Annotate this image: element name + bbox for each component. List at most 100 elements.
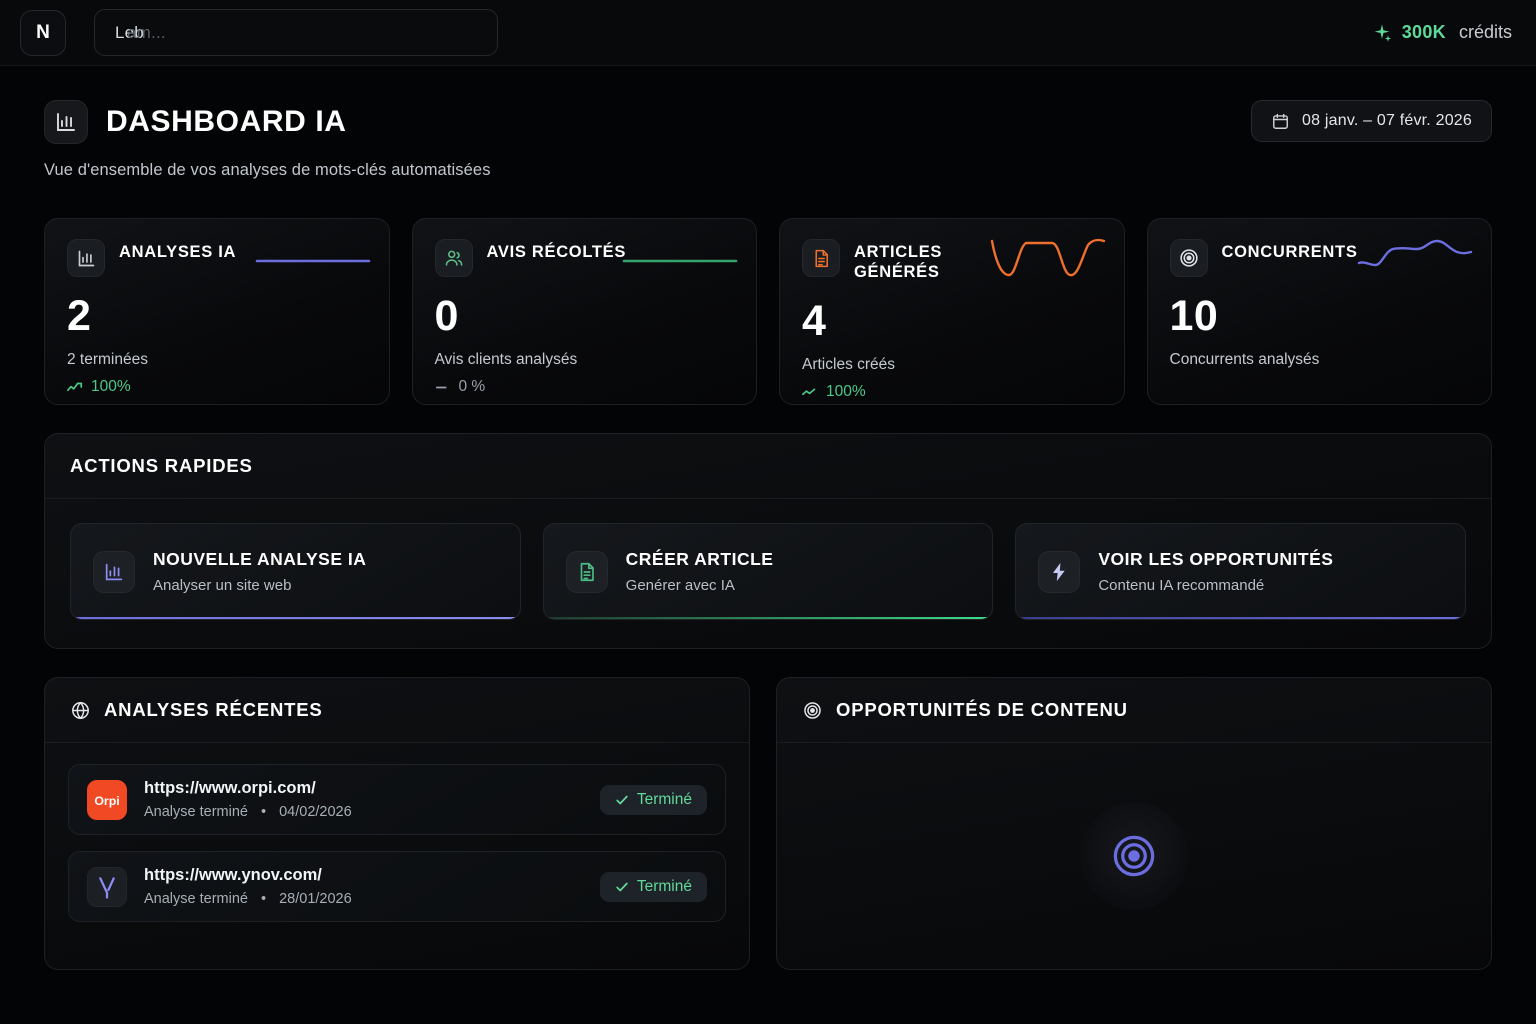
check-icon xyxy=(616,795,628,804)
credits-indicator[interactable]: 300K crédits xyxy=(1371,22,1512,44)
lightning-icon xyxy=(1053,562,1066,581)
action-nouvelle-analyse-ia[interactable]: NOUVELLE ANALYSE IA Analyser un site web xyxy=(70,523,521,620)
action-title: VOIR LES OPPORTUNITÉS xyxy=(1098,549,1334,569)
stat-icon-box xyxy=(434,239,473,277)
date-range-picker[interactable]: 08 janv. – 07 févr. 2026 xyxy=(1251,100,1492,142)
target-icon xyxy=(1113,835,1155,877)
svg-text:Orpi: Orpi xyxy=(94,793,119,807)
stat-icon-box xyxy=(67,239,105,277)
recent-analyses-title: ANALYSES RÉCENTES xyxy=(104,699,323,720)
stat-description: 2 terminées xyxy=(67,351,148,368)
action-subtitle: Genérer avec IA xyxy=(625,577,735,594)
page-title-icon-box xyxy=(44,100,88,144)
stat-label: AVIS RÉCOLTÉS xyxy=(486,243,627,261)
recent-analyses-header: ANALYSES RÉCENTES xyxy=(45,678,749,743)
site-meta: Analyse terminé • 04/02/2026 xyxy=(144,804,352,820)
opportunities-title: OPPORTUNITÉS DE CONTENU xyxy=(836,699,1128,720)
stat-description: Articles créés xyxy=(802,356,896,374)
trend-up-icon xyxy=(802,388,816,395)
stat-label: ARTICLES GÉNÉRÉS xyxy=(854,243,943,282)
sparkle-icon xyxy=(1374,23,1391,42)
list-item[interactable]: https://www.ynov.com/ Analyse terminé • … xyxy=(68,851,726,922)
site-status: Analyse terminé xyxy=(144,891,248,907)
document-icon xyxy=(814,249,828,267)
stat-description: Concurrents analysés xyxy=(1169,351,1320,368)
top-bar: N Leb am... 300K crédits xyxy=(0,0,1536,66)
bottom-panels: ANALYSES RÉCENTES Orpi https://www.orpi.… xyxy=(44,677,1492,970)
trend-up-icon xyxy=(67,382,83,391)
empty-state-circle xyxy=(1080,802,1188,910)
quick-actions-body: NOUVELLE ANALYSE IA Analyser un site web… xyxy=(45,499,1491,648)
sparkline-chart xyxy=(622,259,738,263)
page-header: DASHBOARD IA Vue d'ensemble de vos analy… xyxy=(44,100,1492,180)
site-url: https://www.orpi.com/ xyxy=(144,779,316,797)
action-accent-bar xyxy=(543,617,993,619)
bar-chart-icon xyxy=(105,563,123,580)
omnibox-value: Leb xyxy=(115,22,144,42)
action-subtitle: Analyser un site web xyxy=(153,577,292,594)
action-icon-box xyxy=(565,550,608,593)
action-accent-bar xyxy=(71,617,520,619)
list-item[interactable]: Orpi https://www.orpi.com/ Analyse termi… xyxy=(68,764,726,835)
stat-card-concurrents[interactable]: CONCURRENTS 10 Concurrents analysés xyxy=(1146,218,1492,405)
meta-separator: • xyxy=(261,891,267,907)
site-meta: Analyse terminé • 28/01/2026 xyxy=(144,891,352,907)
calendar-icon xyxy=(1273,113,1288,129)
globe-icon xyxy=(72,701,89,719)
status-badge: Terminé xyxy=(599,871,707,902)
bar-chart-icon xyxy=(78,250,94,266)
omnibox-input[interactable]: Leb am... xyxy=(94,9,498,56)
credits-amount: 300K xyxy=(1401,22,1446,42)
page-title: DASHBOARD IA xyxy=(106,105,347,138)
action-icon-box xyxy=(93,550,135,593)
quick-actions-header: ACTIONS RAPIDES xyxy=(45,434,1491,499)
stat-label: ANALYSES IA xyxy=(119,243,237,261)
stat-value: 4 xyxy=(802,297,827,346)
site-status: Analyse terminé xyxy=(144,804,248,820)
action-subtitle: Contenu IA recommandé xyxy=(1098,577,1265,594)
orpi-logo: Orpi xyxy=(87,779,127,820)
check-icon xyxy=(616,882,628,891)
stat-cards: ANALYSES IA 2 2 terminées 100% xyxy=(44,218,1492,405)
stat-icon-box xyxy=(1169,239,1208,277)
action-icon-box xyxy=(1038,550,1081,593)
stat-trend: 0 % xyxy=(435,378,735,396)
quick-actions-title: ACTIONS RAPIDES xyxy=(70,455,253,476)
credits-label: crédits xyxy=(1458,22,1512,42)
opportunities-empty-state xyxy=(777,743,1491,969)
action-creer-article[interactable]: CRÉER ARTICLE Genérer avec IA xyxy=(542,523,994,620)
stat-label: CONCURRENTS xyxy=(1221,243,1358,261)
stat-trend-value: 0 % xyxy=(458,378,486,395)
stat-card-avis-recoltes[interactable]: AVIS RÉCOLTÉS 0 Avis clients analysés 0 … xyxy=(411,218,757,405)
ynov-logo-icon xyxy=(88,867,126,906)
bar-chart-icon xyxy=(57,113,75,131)
target-icon xyxy=(804,701,821,719)
status-badge-label: Terminé xyxy=(636,877,692,895)
trend-flat-icon xyxy=(435,386,447,388)
recent-analyses-panel: ANALYSES RÉCENTES Orpi https://www.orpi.… xyxy=(44,677,750,970)
page-subtitle: Vue d'ensemble de vos analyses de mots-c… xyxy=(44,161,491,179)
recent-analyses-list: Orpi https://www.orpi.com/ Analyse termi… xyxy=(45,743,749,969)
stat-card-articles-generes[interactable]: ARTICLES GÉNÉRÉS 4 Articles créés 100% xyxy=(779,218,1125,405)
action-voir-les-opportunites[interactable]: VOIR LES OPPORTUNITÉS Contenu IA recomma… xyxy=(1015,523,1466,620)
opportunities-panel: OPPORTUNITÉS DE CONTENU xyxy=(776,677,1492,970)
action-accent-bar xyxy=(1016,617,1465,619)
document-icon xyxy=(580,562,594,581)
dashboard-page: DASHBOARD IA Vue d'ensemble de vos analy… xyxy=(0,66,1536,970)
stat-icon-box xyxy=(802,239,840,277)
target-icon xyxy=(1179,249,1198,267)
orpi-logo-icon: Orpi xyxy=(88,780,126,819)
quick-actions-panel: ACTIONS RAPIDES NOUVELLE ANALYSE IA Anal… xyxy=(44,433,1492,649)
ynov-logo xyxy=(87,866,127,907)
stat-card-analyses-ia[interactable]: ANALYSES IA 2 2 terminées 100% xyxy=(44,218,390,405)
stat-value: 10 xyxy=(1169,292,1219,340)
stat-value: 2 xyxy=(67,292,92,340)
stat-trend-value: 100% xyxy=(91,378,131,395)
meta-separator: • xyxy=(261,804,267,820)
brand-logo-button[interactable]: N xyxy=(20,9,66,56)
sparkline-chart xyxy=(990,238,1105,277)
date-range-value: 08 janv. – 07 févr. 2026 xyxy=(1302,112,1472,129)
sparkline-chart xyxy=(255,259,370,263)
stat-trend: 100% xyxy=(67,378,367,396)
stat-trend: 100% xyxy=(802,383,1102,401)
